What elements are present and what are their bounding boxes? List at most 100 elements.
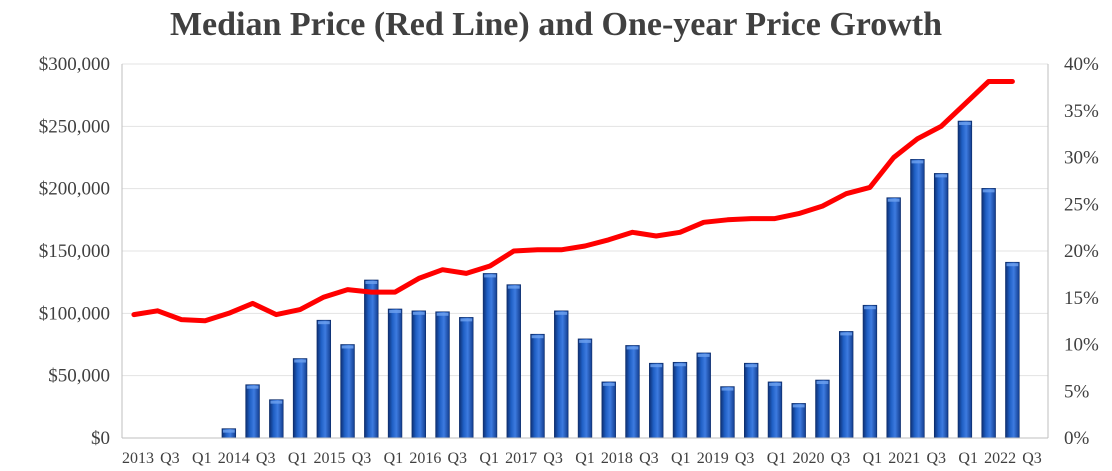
growth-bar: [791, 403, 806, 439]
growth-bar-cap: [721, 387, 734, 391]
x-tick-label: 2015: [314, 450, 346, 467]
growth-bar-cap: [412, 311, 425, 315]
growth-bar: [506, 284, 521, 439]
growth-bar: [601, 381, 616, 439]
growth-bar: [720, 386, 735, 439]
x-tick-label: Q1: [767, 450, 787, 467]
growth-bar-cap: [935, 174, 948, 178]
growth-bar: [981, 188, 996, 439]
growth-bar-cap: [222, 429, 235, 433]
growth-bar: [838, 331, 854, 439]
growth-bar-cap: [531, 335, 544, 339]
x-tick-label: 2014: [218, 450, 250, 467]
y-left-tick-label: $250,000: [39, 116, 110, 137]
growth-bar: [387, 308, 403, 439]
x-tick-label: Q1: [575, 450, 595, 467]
growth-bar: [1005, 261, 1020, 439]
growth-bar: [886, 197, 901, 439]
growth-bar-cap: [555, 311, 568, 315]
growth-bar: [815, 379, 830, 439]
growth-bar-cap: [484, 274, 496, 278]
x-tick-label: 2020: [793, 450, 825, 467]
growth-bar: [957, 120, 973, 439]
x-tick-label: Q3: [831, 450, 851, 467]
growth-bar-cap: [602, 382, 615, 386]
x-tick-label: Q3: [352, 450, 372, 467]
x-tick-label: Q3: [926, 450, 946, 467]
x-tick-label: Q3: [256, 450, 276, 467]
y-left-tick-label: $300,000: [39, 54, 110, 75]
x-tick-label: Q1: [384, 450, 404, 467]
x-tick-label: Q1: [863, 450, 883, 467]
growth-bar: [672, 361, 688, 439]
y-left-tick-label: $50,000: [48, 366, 110, 387]
growth-bar-cap: [959, 122, 971, 126]
y-right-tick-label: 25%: [1064, 194, 1099, 215]
growth-bar-cap: [697, 353, 710, 357]
growth-bar: [459, 317, 474, 439]
y-right-tick-label: 10%: [1064, 335, 1099, 356]
x-tick-label: Q3: [160, 450, 180, 467]
y-right-tick-label: 30%: [1064, 148, 1099, 169]
y-right-tick-label: 40%: [1064, 54, 1099, 75]
growth-bar: [364, 279, 379, 439]
y-right-tick-label: 35%: [1064, 101, 1099, 122]
growth-bar: [530, 333, 545, 439]
x-tick-label: Q1: [192, 450, 212, 467]
growth-bar-cap: [294, 359, 306, 363]
growth-bar: [245, 384, 260, 439]
x-tick-label: 2017: [505, 450, 537, 467]
growth-bar-cap: [579, 339, 591, 343]
x-tick-label: Q1: [958, 450, 978, 467]
x-tick-label: 2019: [697, 450, 729, 467]
x-tick-label: Q3: [735, 450, 755, 467]
growth-bar-cap: [745, 364, 758, 368]
growth-bar: [340, 344, 355, 439]
growth-bar: [411, 310, 426, 439]
growth-bar: [696, 352, 711, 439]
growth-bar-cap: [270, 400, 283, 404]
x-tick-label: 2013: [122, 450, 154, 467]
growth-bar-cap: [341, 345, 354, 349]
x-tick-label: 2021: [888, 450, 920, 467]
x-tick-label: 2018: [601, 450, 633, 467]
x-tick-label: Q3: [447, 450, 467, 467]
growth-bar: [554, 310, 569, 439]
growth-bar-cap: [436, 312, 449, 316]
y-right-tick-label: 15%: [1064, 288, 1099, 309]
growth-bar: [316, 319, 332, 439]
growth-bar-cap: [840, 332, 853, 336]
growth-bar-cap: [507, 285, 520, 289]
growth-bar-cap: [1006, 263, 1019, 267]
x-tick-label: Q1: [671, 450, 691, 467]
growth-bar-cap: [317, 321, 330, 325]
median-price-line: [131, 79, 1015, 324]
growth-bar-cap: [911, 160, 924, 164]
growth-bar-cap: [389, 309, 401, 313]
growth-bar-cap: [982, 189, 995, 193]
growth-bar-cap: [864, 306, 876, 310]
growth-bar-cap: [674, 363, 686, 367]
growth-bar-cap: [769, 382, 781, 386]
y-right-tick-label: 20%: [1064, 241, 1099, 262]
x-tick-label: Q3: [639, 450, 659, 467]
x-tick-label: Q1: [479, 450, 499, 467]
y-left-tick-label: $200,000: [39, 179, 110, 200]
y-left-tick-label: $150,000: [39, 241, 110, 262]
growth-bar: [862, 304, 878, 439]
growth-bar: [910, 159, 925, 439]
growth-bar: [649, 362, 664, 439]
y-left-tick-label: $0: [91, 428, 110, 449]
growth-bar: [269, 399, 284, 439]
growth-bar-cap: [626, 346, 639, 350]
growth-bar-cap: [792, 404, 805, 408]
x-tick-label: Q3: [543, 450, 563, 467]
growth-bar: [482, 273, 498, 439]
x-tick-label: Q1: [288, 450, 308, 467]
y-right-tick-label: 5%: [1064, 381, 1090, 402]
growth-bar: [744, 362, 759, 439]
growth-bar: [435, 311, 450, 439]
x-tick-label: Q3: [1022, 450, 1042, 467]
growth-bar-cap: [365, 280, 378, 284]
